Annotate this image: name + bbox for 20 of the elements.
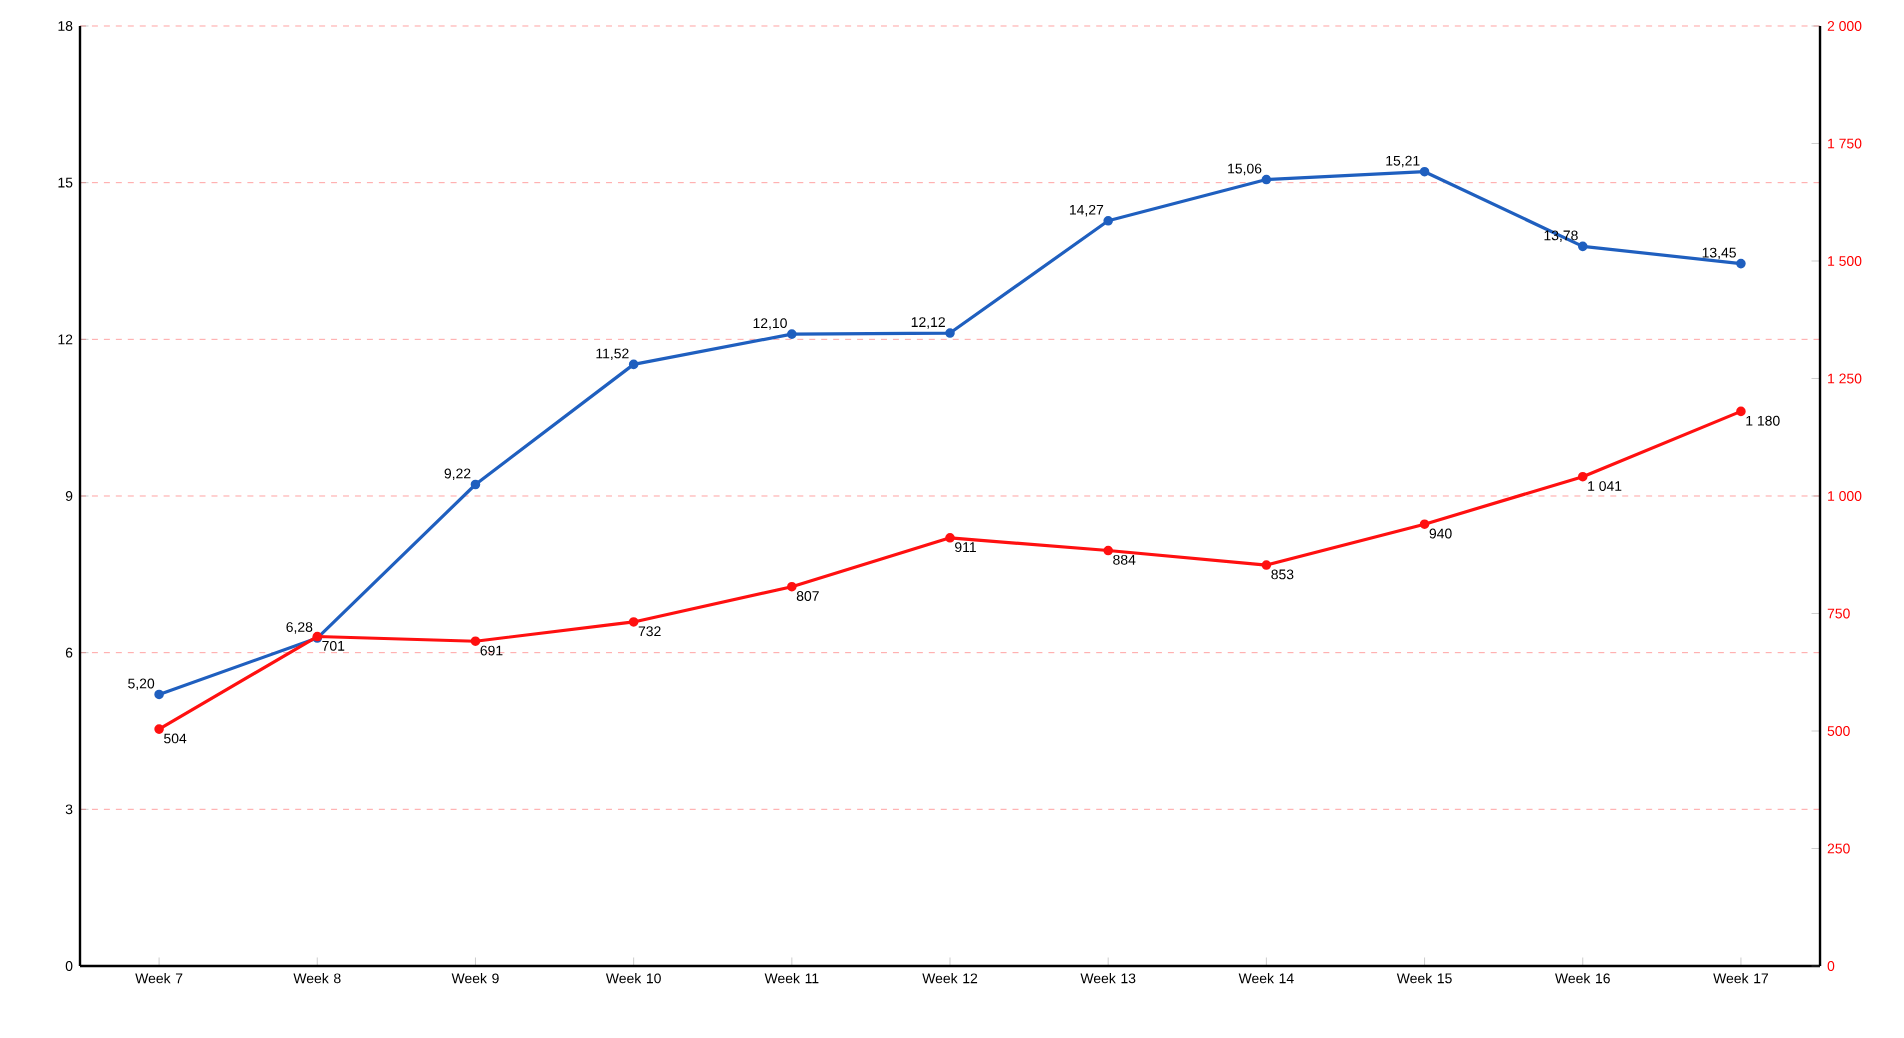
point xyxy=(154,724,164,734)
point xyxy=(787,581,797,592)
point xyxy=(1103,215,1113,226)
point xyxy=(628,359,639,370)
point xyxy=(154,689,164,700)
point xyxy=(1261,174,1272,185)
point xyxy=(1261,560,1272,570)
point xyxy=(945,328,955,338)
point xyxy=(1577,471,1588,482)
point xyxy=(628,617,639,627)
point xyxy=(945,533,955,543)
point xyxy=(1103,545,1113,556)
point xyxy=(1736,406,1746,417)
point xyxy=(1419,519,1430,529)
point xyxy=(787,329,797,339)
point xyxy=(1736,258,1746,269)
point xyxy=(470,479,481,490)
point xyxy=(1577,241,1588,252)
point xyxy=(1419,166,1430,177)
point xyxy=(470,636,481,647)
